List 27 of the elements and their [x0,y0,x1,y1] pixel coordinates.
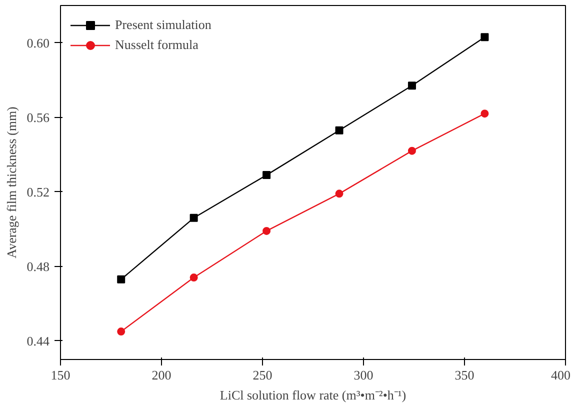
point [480,110,489,118]
y-tick-label: 0.52 [26,184,50,200]
x-axis-title: LiCl solution flow rate (m³•m⁻²•h⁻¹) [220,388,406,402]
y-tick-label: 0.60 [26,35,50,50]
point [408,82,416,90]
x-tick-label: 250 [252,368,272,382]
point [335,126,344,134]
point [190,274,198,282]
x-tick-label: 150 [50,368,70,382]
x-tick-label: 350 [454,368,474,382]
x-tick-label: 400 [551,368,570,382]
x-tick-label: 200 [152,368,172,382]
y-axis-title: Average film thickness (mm) [4,106,19,258]
point [117,328,126,336]
point [335,190,344,198]
legend-label: Present simulation [115,17,212,33]
y-tick-label: 0.48 [26,258,50,274]
y-tick-label: 0.44 [26,333,50,348]
x-tick-label: 300 [354,368,374,382]
point [480,33,489,42]
point [190,214,198,222]
point [262,171,271,180]
legend-label: Nusselt formula [115,37,198,53]
y-tick-label: 0.56 [26,110,50,125]
point [262,226,271,235]
point [408,146,416,155]
point [117,275,126,284]
